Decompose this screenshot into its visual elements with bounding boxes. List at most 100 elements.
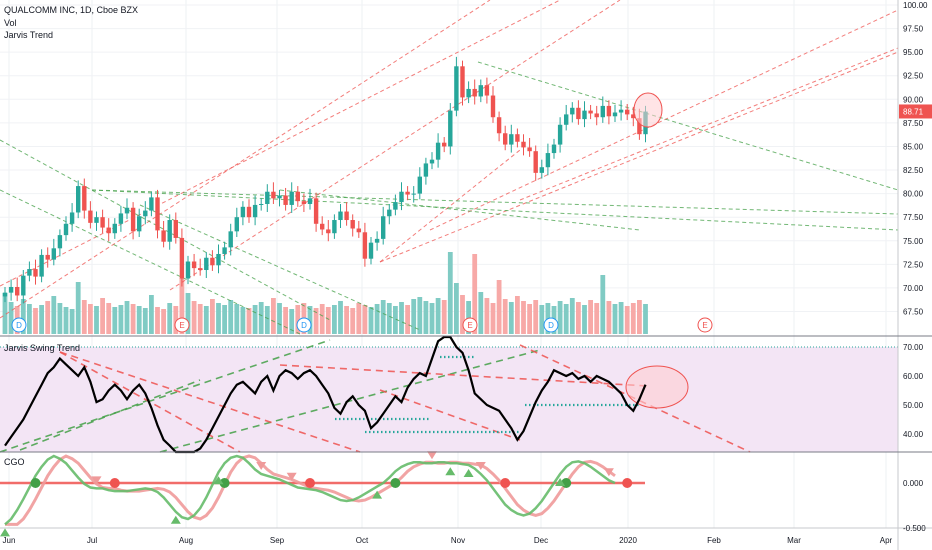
candle[interactable] <box>155 197 160 231</box>
candle[interactable] <box>594 113 599 118</box>
candle[interactable] <box>283 195 288 205</box>
candle[interactable] <box>167 220 172 242</box>
candle[interactable] <box>344 211 349 221</box>
candle[interactable] <box>88 210 93 223</box>
candle[interactable] <box>240 206 246 218</box>
candle[interactable] <box>124 207 130 214</box>
dividend-marker[interactable] <box>296 317 312 333</box>
candle[interactable] <box>33 269 38 277</box>
candle[interactable] <box>143 210 148 217</box>
candle[interactable] <box>490 95 496 118</box>
earnings-marker[interactable] <box>462 317 478 333</box>
candle[interactable] <box>204 257 209 271</box>
candle[interactable] <box>27 269 32 276</box>
candle[interactable] <box>496 117 502 134</box>
candle[interactable] <box>8 286 14 293</box>
candle[interactable] <box>423 163 429 177</box>
candle[interactable] <box>429 159 435 164</box>
dividend-marker[interactable] <box>543 317 559 333</box>
candle[interactable] <box>76 186 81 213</box>
candle[interactable] <box>533 151 538 173</box>
candle[interactable] <box>307 198 313 204</box>
candle[interactable] <box>295 191 300 202</box>
candle[interactable] <box>45 254 50 260</box>
candle[interactable] <box>326 229 331 234</box>
candle[interactable] <box>509 134 514 145</box>
candle[interactable] <box>539 167 544 173</box>
candle[interactable] <box>625 109 630 115</box>
candle[interactable] <box>198 268 203 271</box>
cgo-pane[interactable] <box>0 451 645 537</box>
candle[interactable] <box>51 248 56 260</box>
candle[interactable] <box>191 261 197 269</box>
candle[interactable] <box>527 147 532 152</box>
candle[interactable] <box>381 216 386 239</box>
candle[interactable] <box>94 217 99 223</box>
candle[interactable] <box>411 193 416 195</box>
candle[interactable] <box>637 118 642 135</box>
swing-line[interactable] <box>4 335 647 454</box>
dividend-marker[interactable] <box>11 317 27 333</box>
candle[interactable] <box>442 142 447 147</box>
candle[interactable] <box>2 292 8 297</box>
candle[interactable] <box>82 186 87 211</box>
candle[interactable] <box>570 107 575 115</box>
candle[interactable] <box>387 209 392 217</box>
candle[interactable] <box>448 110 453 147</box>
candle[interactable] <box>161 230 166 242</box>
candle[interactable] <box>405 191 410 195</box>
earnings-marker[interactable] <box>174 317 190 333</box>
candle[interactable] <box>435 142 441 160</box>
cgo-main-line[interactable] <box>4 454 616 526</box>
candle[interactable] <box>600 105 605 118</box>
candle[interactable] <box>521 141 526 148</box>
candle[interactable] <box>576 107 581 120</box>
candle[interactable] <box>612 112 618 117</box>
candle[interactable] <box>106 227 111 234</box>
candle[interactable] <box>57 235 63 249</box>
candle[interactable] <box>472 88 477 97</box>
candle[interactable] <box>137 216 142 232</box>
candle[interactable] <box>252 204 258 218</box>
candle[interactable] <box>368 242 374 259</box>
candle[interactable] <box>417 176 422 194</box>
candle[interactable] <box>332 220 337 234</box>
candle[interactable] <box>399 191 404 203</box>
candle[interactable] <box>460 66 465 98</box>
candle[interactable] <box>374 238 380 243</box>
candle[interactable] <box>149 197 154 211</box>
candle[interactable] <box>15 286 20 296</box>
candle[interactable] <box>265 191 270 204</box>
candle[interactable] <box>130 207 136 232</box>
candle[interactable] <box>466 88 471 98</box>
candle[interactable] <box>313 198 319 224</box>
candle[interactable] <box>228 231 233 248</box>
candle[interactable] <box>216 253 221 266</box>
candle[interactable] <box>393 202 398 210</box>
candle[interactable] <box>356 228 361 233</box>
candle[interactable] <box>551 144 557 154</box>
candle[interactable] <box>515 134 520 142</box>
earnings-marker[interactable] <box>697 317 713 333</box>
candle[interactable] <box>454 66 459 111</box>
candle[interactable] <box>63 223 69 236</box>
candle[interactable] <box>69 212 75 224</box>
candle[interactable] <box>618 109 624 113</box>
candle[interactable] <box>350 220 355 229</box>
candle[interactable] <box>210 257 215 266</box>
candle[interactable] <box>301 201 307 204</box>
candle[interactable] <box>478 85 483 97</box>
candle[interactable] <box>222 247 227 254</box>
candle[interactable] <box>118 213 124 224</box>
candle[interactable] <box>21 275 26 296</box>
candle[interactable] <box>100 217 105 228</box>
candle[interactable] <box>606 105 612 117</box>
candle[interactable] <box>362 232 368 259</box>
candle[interactable] <box>173 220 178 238</box>
candle[interactable] <box>185 261 191 279</box>
candle[interactable] <box>277 195 282 199</box>
candle[interactable] <box>484 85 490 96</box>
candle[interactable] <box>112 223 117 234</box>
candle[interactable] <box>259 203 264 205</box>
